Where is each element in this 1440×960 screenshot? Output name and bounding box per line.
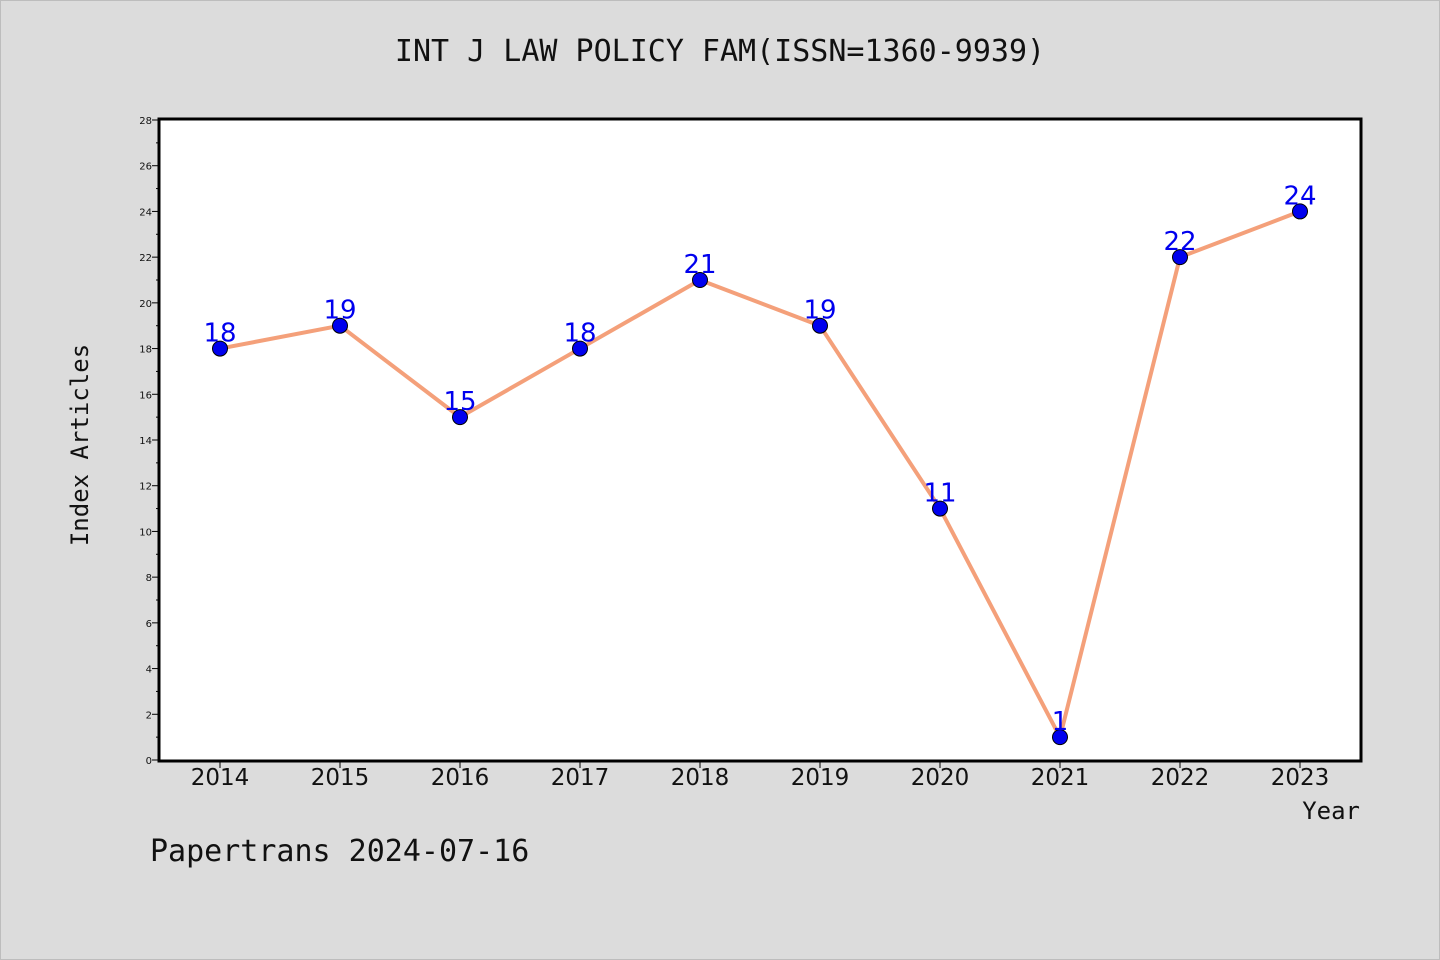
y-tick-label-14: 14 xyxy=(139,436,152,447)
data-label-2016: 15 xyxy=(443,387,476,417)
y-tick-label-2: 2 xyxy=(146,710,152,721)
data-point-2016 xyxy=(452,409,468,426)
x-tick-label-2017: 2017 xyxy=(551,765,610,791)
x-tick-label-2014: 2014 xyxy=(191,765,250,791)
x-tick-label-2018: 2018 xyxy=(671,765,730,791)
data-point-2018 xyxy=(692,272,708,288)
data-point-2019 xyxy=(812,317,828,334)
x-tick-label-2023: 2023 xyxy=(1271,765,1330,791)
x-axis: 2014 2015 2016 2017 2018 2019 2020 2021 2022 2023 xyxy=(191,760,1330,791)
plot-area xyxy=(157,117,1363,763)
y-tick-label-18: 18 xyxy=(139,345,152,356)
data-point-2014 xyxy=(212,340,228,357)
series-line xyxy=(219,209,1301,740)
x-tick-label-2021: 2021 xyxy=(1031,765,1090,791)
data-label-2018: 21 xyxy=(683,250,716,280)
data-point-2021 xyxy=(1052,729,1068,746)
x-tick-label-2019: 2019 xyxy=(791,765,850,791)
x-tick-label-2022: 2022 xyxy=(1151,765,1210,791)
y-tick-label-20: 20 xyxy=(139,299,152,310)
y-tick-label-26: 26 xyxy=(139,162,152,173)
data-point-2022 xyxy=(1172,249,1188,266)
x-axis-label: Year xyxy=(1302,797,1360,825)
y-tick-label-8: 8 xyxy=(146,573,152,584)
y-tick-label-16: 16 xyxy=(139,390,152,401)
data-point-2023 xyxy=(1292,203,1308,220)
x-tick-label-2020: 2020 xyxy=(911,765,970,791)
data-label-2017: 18 xyxy=(563,319,596,349)
data-point-2015 xyxy=(332,317,348,334)
data-point-2017 xyxy=(572,340,588,357)
data-point-2020 xyxy=(932,500,948,517)
data-label-2020: 11 xyxy=(923,479,956,509)
y-tick-label-22: 22 xyxy=(139,253,152,264)
x-tick-label-2015: 2015 xyxy=(311,765,370,791)
y-tick-label-10: 10 xyxy=(139,527,152,538)
chart-title: INT J LAW POLICY FAM(ISSN=1360-9939) xyxy=(394,34,1046,69)
data-label-2022: 22 xyxy=(1163,227,1196,257)
y-tick-label-0: 0 xyxy=(146,756,152,767)
footer-credit: Papertrans 2024-07-16 xyxy=(150,834,530,869)
data-label-2023: 24 xyxy=(1283,181,1316,211)
y-tick-label-28: 28 xyxy=(139,116,152,127)
data-label-2014: 18 xyxy=(203,319,236,349)
data-label-2021: 1 xyxy=(1052,707,1069,737)
data-label-2015: 19 xyxy=(323,296,356,326)
y-tick-label-24: 24 xyxy=(139,207,152,218)
data-label-2019: 19 xyxy=(803,296,836,326)
y-tick-label-6: 6 xyxy=(146,619,152,630)
x-tick-label-2016: 2016 xyxy=(431,765,490,791)
series-index-articles xyxy=(212,203,1308,746)
y-tick-label-4: 4 xyxy=(146,665,152,676)
y-tick-label-12: 12 xyxy=(139,482,152,493)
